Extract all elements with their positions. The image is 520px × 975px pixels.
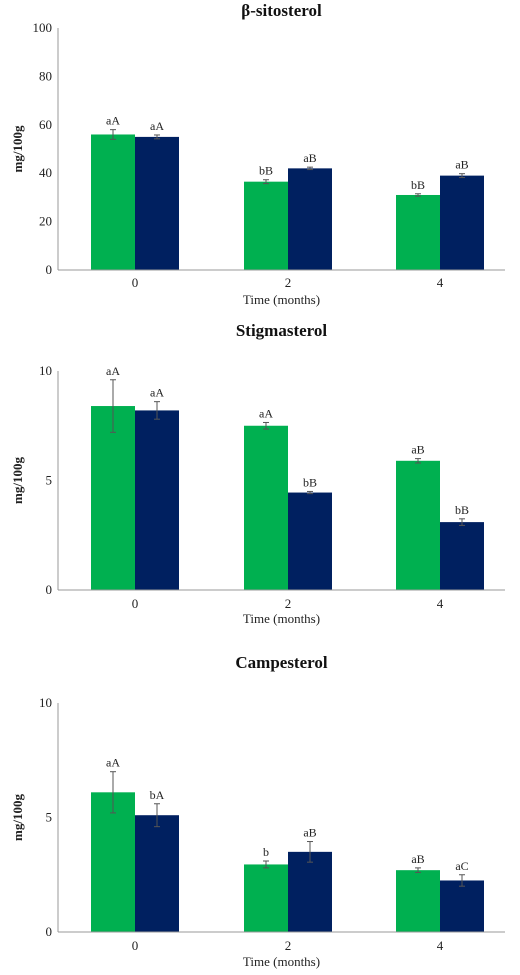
x-tick-label: 0 xyxy=(132,596,139,611)
y-axis-title: mg/100g xyxy=(10,125,25,172)
significance-label: bB xyxy=(303,475,317,489)
chart-title: Campesterol xyxy=(235,653,327,672)
x-axis-title: Time (months) xyxy=(243,954,320,969)
chart-beta-sitosterol: β-sitosterol 0 20 40 60 80 100 aA bB bB aA aB aB 0 2 4 T… xyxy=(10,1,505,307)
bar xyxy=(91,792,135,932)
bar xyxy=(396,194,440,270)
significance-label: aB xyxy=(411,443,424,457)
x-tick-label: 4 xyxy=(437,938,444,953)
y-tick-label: 60 xyxy=(39,117,52,132)
significance-label: aA xyxy=(106,364,120,378)
y-tick-label: 10 xyxy=(39,695,52,710)
significance-label: aB xyxy=(411,852,424,866)
bar xyxy=(396,460,440,590)
y-tick-label: 0 xyxy=(46,924,53,939)
chart-title: Stigmasterol xyxy=(236,321,328,340)
significance-label: aA xyxy=(150,386,164,400)
x-axis-title: Time (months) xyxy=(243,611,320,626)
significance-label: bB xyxy=(455,503,469,517)
significance-label: aA xyxy=(106,114,120,128)
x-tick-label: 4 xyxy=(437,275,444,290)
y-tick-label: 5 xyxy=(46,810,53,825)
bar xyxy=(288,168,332,270)
y-tick-label: 0 xyxy=(46,262,53,277)
chart-stigmasterol: Stigmasterol 0 5 10 aA aA aB aA bB bB 0 2 4 Time (mon… xyxy=(10,321,505,626)
significance-label: bB xyxy=(259,164,273,178)
significance-label: b xyxy=(263,845,269,859)
chart-title: β-sitosterol xyxy=(241,1,322,20)
x-tick-label: 2 xyxy=(285,938,292,953)
y-axis-title: mg/100g xyxy=(10,457,25,504)
y-tick-label: 20 xyxy=(39,214,52,229)
bar xyxy=(288,851,332,932)
significance-label: aB xyxy=(303,151,316,165)
bar xyxy=(244,181,288,270)
bar xyxy=(135,815,179,932)
significance-label: aB xyxy=(303,826,316,840)
significance-label: aB xyxy=(455,158,468,172)
x-axis-title: Time (months) xyxy=(243,292,320,307)
y-tick-label: 10 xyxy=(39,363,52,378)
significance-label: aA xyxy=(150,119,164,133)
y-tick-label: 100 xyxy=(33,20,53,35)
bar xyxy=(440,880,484,932)
significance-label: aA xyxy=(259,406,273,420)
bar xyxy=(91,406,135,590)
x-tick-label: 0 xyxy=(132,938,139,953)
x-tick-label: 2 xyxy=(285,275,292,290)
chart-panel-campesterol: Campesterol 0 5 10 aA b aB bA aB aC 0 2 4 Time (month… xyxy=(0,648,520,975)
significance-label: bA xyxy=(150,788,165,802)
significance-label: aC xyxy=(455,859,468,873)
bar xyxy=(244,425,288,590)
x-tick-label: 2 xyxy=(285,596,292,611)
y-tick-label: 40 xyxy=(39,165,52,180)
y-tick-label: 0 xyxy=(46,582,53,597)
chart-panel-beta-sitosterol: β-sitosterol 0 20 40 60 80 100 aA bB bB aA aB aB 0 2 4 T… xyxy=(0,0,520,315)
significance-label: aA xyxy=(106,756,120,770)
bar xyxy=(135,136,179,270)
y-tick-label: 5 xyxy=(46,473,53,488)
x-tick-label: 4 xyxy=(437,596,444,611)
chart-panel-stigmasterol: Stigmasterol 0 5 10 aA aA aB aA bB bB 0 2 4 Time (mon… xyxy=(0,318,520,633)
bar xyxy=(91,134,135,270)
chart-campesterol: Campesterol 0 5 10 aA b aB bA aB aC 0 2 4 Time (month… xyxy=(10,653,505,969)
bar xyxy=(135,410,179,590)
bar xyxy=(440,522,484,590)
significance-label: bB xyxy=(411,178,425,192)
x-tick-label: 0 xyxy=(132,275,139,290)
y-tick-label: 80 xyxy=(39,68,52,83)
bar xyxy=(396,870,440,932)
y-axis-title: mg/100g xyxy=(10,794,25,841)
bar xyxy=(440,175,484,270)
bar xyxy=(244,864,288,932)
bar xyxy=(288,492,332,590)
